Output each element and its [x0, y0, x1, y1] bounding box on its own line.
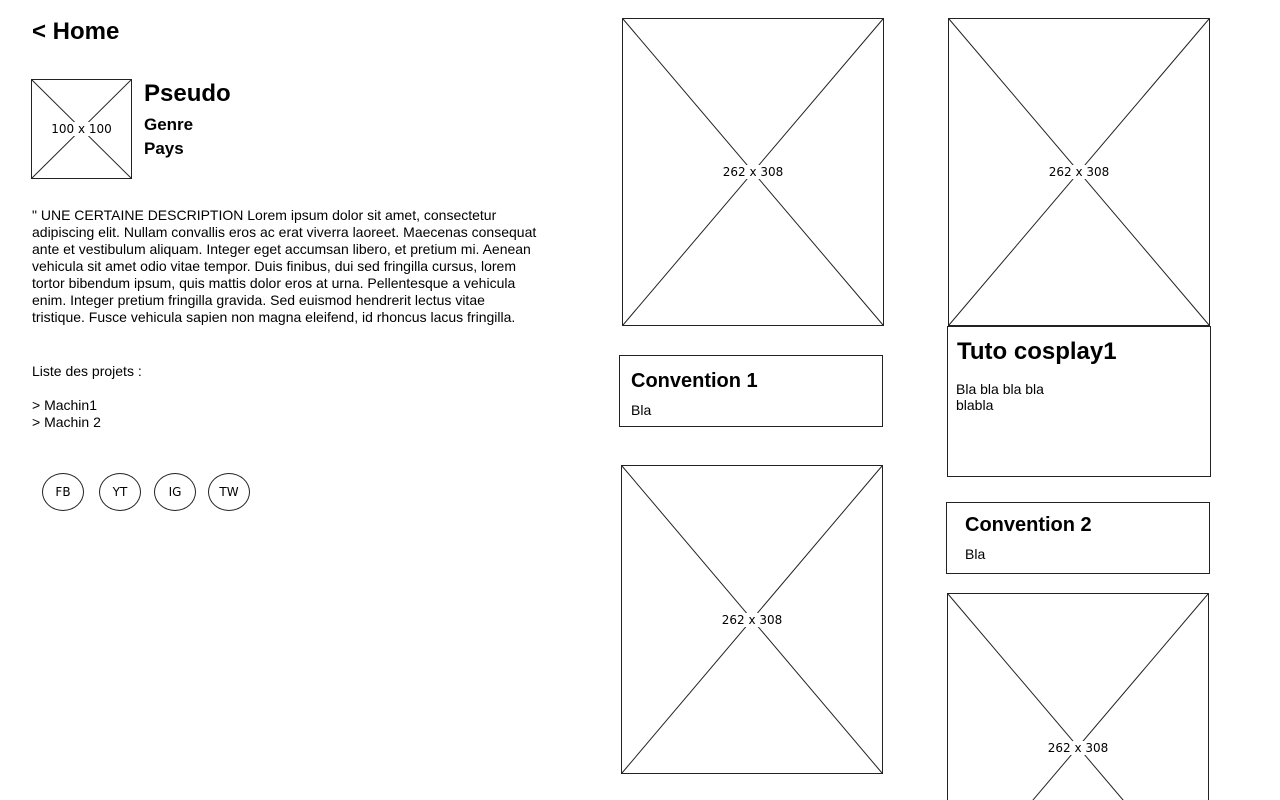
- twitter-button[interactable]: TW: [208, 473, 250, 511]
- feed-image[interactable]: 262 x 308: [947, 593, 1209, 800]
- feed-image[interactable]: 262 x 308: [621, 465, 883, 774]
- image-size-label: 262 x 308: [1046, 741, 1110, 755]
- facebook-button[interactable]: FB: [42, 473, 84, 511]
- avatar-size-label: 100 x 100: [50, 122, 113, 136]
- projects-title: Liste des projets :: [32, 363, 142, 379]
- tuto-card[interactable]: Tuto cosplay1 Bla bla bla bla blabla: [947, 326, 1211, 477]
- card-title: Convention 2: [965, 514, 1092, 536]
- avatar-placeholder: 100 x 100: [31, 79, 132, 179]
- placeholder-cross-icon: [947, 593, 1209, 800]
- project-item[interactable]: > Machin 2: [32, 414, 101, 430]
- feed-image[interactable]: 262 x 308: [622, 18, 884, 326]
- project-item[interactable]: > Machin1: [32, 397, 97, 413]
- image-size-label: 262 x 308: [721, 165, 785, 179]
- profile-genre: Genre: [144, 115, 194, 134]
- convention-card[interactable]: Convention 1 Bla: [619, 355, 883, 427]
- convention-card[interactable]: Convention 2 Bla: [946, 502, 1210, 574]
- profile-description: " UNE CERTAINE DESCRIPTION Lorem ipsum d…: [32, 207, 537, 325]
- home-back-link[interactable]: < Home: [32, 18, 120, 45]
- image-size-label: 262 x 308: [1047, 165, 1111, 179]
- card-body: Bla: [631, 402, 652, 418]
- card-title: Tuto cosplay1: [957, 338, 1117, 365]
- profile-pays: Pays: [144, 139, 184, 158]
- instagram-button[interactable]: IG: [154, 473, 196, 511]
- feed-image[interactable]: 262 x 308: [948, 18, 1210, 326]
- card-body-line: Bla bla bla bla: [956, 381, 1044, 397]
- youtube-button[interactable]: YT: [99, 473, 141, 511]
- profile-pseudo: Pseudo: [144, 80, 231, 107]
- card-title: Convention 1: [631, 370, 758, 392]
- image-size-label: 262 x 308: [720, 612, 784, 627]
- card-body: Bla: [965, 546, 986, 562]
- card-body-line: blabla: [956, 397, 994, 413]
